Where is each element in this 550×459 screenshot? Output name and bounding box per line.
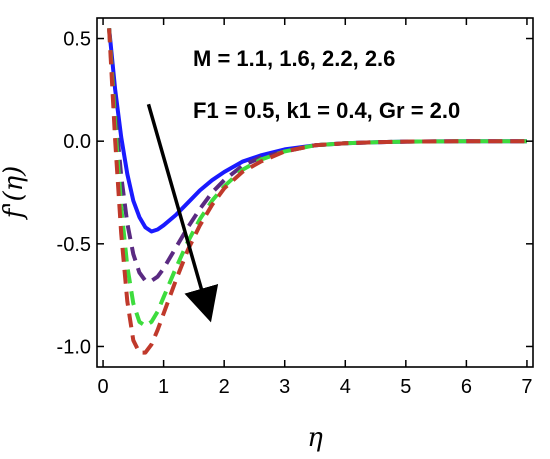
x-tick-label: 5: [400, 376, 411, 398]
y-axis-label: f'(η): [0, 166, 29, 221]
y-tick-label: -1.0: [57, 336, 91, 358]
annotation-line-1: M = 1.1, 1.6, 2.2, 2.6: [193, 46, 395, 71]
tick-layer: 0 1 2 3 4 5 6 7 0.5 0.0 -0.5 -1.0: [57, 18, 533, 398]
x-tick-label: 0: [97, 376, 108, 398]
series-layer: [107, 28, 527, 355]
annotation-line-2: F1 = 0.5, k1 = 0.4, Gr = 2.0: [193, 98, 460, 123]
x-tick-label: 2: [219, 376, 230, 398]
x-axis-label: η: [307, 423, 323, 453]
y-tick-label: 0.5: [63, 29, 91, 51]
x-tick-label: 3: [279, 376, 290, 398]
y-tick-label: 0.0: [63, 131, 91, 153]
series-line-3: [107, 28, 527, 328]
x-tick-label: 1: [158, 376, 169, 398]
x-tick-label: 6: [461, 376, 472, 398]
plot-frame: [96, 17, 534, 368]
trend-arrow: [146, 103, 219, 323]
y-tick-label: -0.5: [57, 234, 91, 256]
x-tick-label: 4: [340, 376, 351, 398]
series-line-4: [107, 28, 527, 355]
x-tick-label: 7: [521, 376, 532, 398]
